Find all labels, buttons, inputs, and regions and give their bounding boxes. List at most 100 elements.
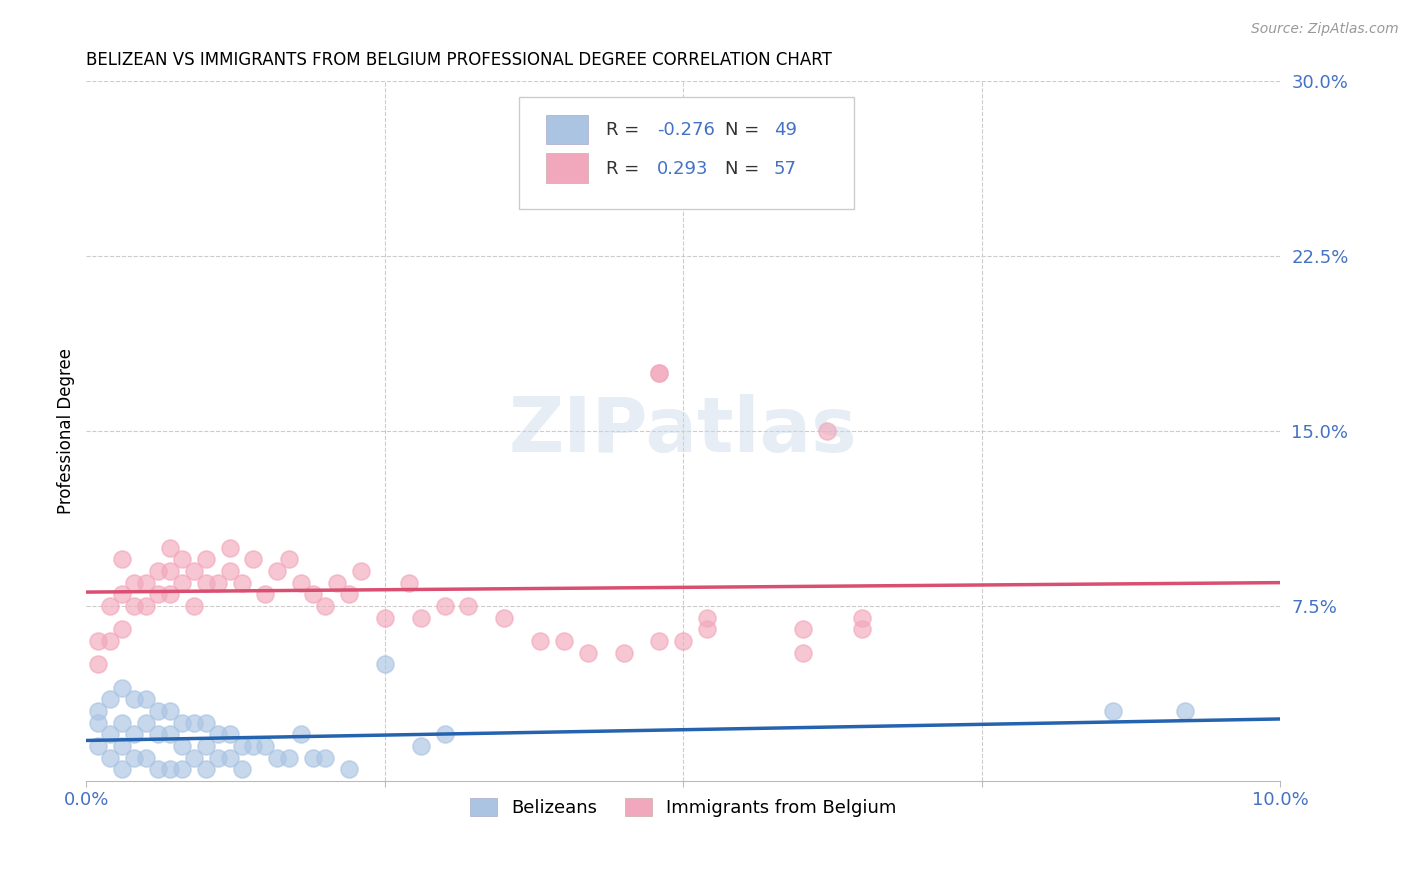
- Point: [183, 715, 205, 730]
- Point: [159, 704, 181, 718]
- Point: [135, 715, 157, 730]
- Point: [792, 646, 814, 660]
- Point: [207, 750, 229, 764]
- Point: [207, 575, 229, 590]
- Point: [254, 739, 277, 753]
- Point: [122, 599, 145, 613]
- Point: [433, 599, 456, 613]
- Point: [374, 657, 396, 672]
- Point: [135, 575, 157, 590]
- Point: [98, 599, 121, 613]
- Point: [218, 564, 240, 578]
- Point: [409, 739, 432, 753]
- Point: [135, 599, 157, 613]
- Point: [111, 681, 134, 695]
- Text: ZIPatlas: ZIPatlas: [509, 394, 858, 468]
- Point: [170, 762, 193, 776]
- Point: [648, 366, 671, 380]
- Point: [350, 564, 373, 578]
- Point: [87, 704, 110, 718]
- Point: [218, 727, 240, 741]
- Point: [98, 692, 121, 706]
- Point: [111, 552, 134, 566]
- Y-axis label: Professional Degree: Professional Degree: [58, 348, 75, 514]
- Text: 57: 57: [775, 160, 797, 178]
- Text: N =: N =: [725, 121, 765, 139]
- Point: [278, 750, 301, 764]
- Point: [146, 762, 169, 776]
- Point: [792, 623, 814, 637]
- Point: [159, 762, 181, 776]
- Point: [194, 552, 217, 566]
- Legend: Belizeans, Immigrants from Belgium: Belizeans, Immigrants from Belgium: [463, 790, 904, 824]
- Text: BELIZEAN VS IMMIGRANTS FROM BELGIUM PROFESSIONAL DEGREE CORRELATION CHART: BELIZEAN VS IMMIGRANTS FROM BELGIUM PROF…: [86, 51, 832, 69]
- Point: [290, 727, 312, 741]
- Point: [218, 750, 240, 764]
- Point: [231, 575, 253, 590]
- Point: [146, 727, 169, 741]
- Point: [851, 611, 873, 625]
- Point: [122, 727, 145, 741]
- Point: [613, 646, 636, 660]
- Point: [111, 623, 134, 637]
- Point: [254, 587, 277, 601]
- Point: [183, 599, 205, 613]
- Point: [194, 739, 217, 753]
- Point: [87, 739, 110, 753]
- Point: [87, 657, 110, 672]
- Text: R =: R =: [606, 121, 645, 139]
- Point: [218, 541, 240, 555]
- Point: [135, 750, 157, 764]
- Point: [170, 552, 193, 566]
- Point: [398, 575, 420, 590]
- FancyBboxPatch shape: [546, 115, 588, 145]
- Point: [170, 739, 193, 753]
- Point: [337, 587, 360, 601]
- Point: [576, 646, 599, 660]
- Point: [159, 727, 181, 741]
- Point: [98, 727, 121, 741]
- Point: [314, 599, 336, 613]
- Point: [207, 727, 229, 741]
- Point: [194, 762, 217, 776]
- Point: [98, 750, 121, 764]
- FancyBboxPatch shape: [519, 96, 853, 210]
- Point: [314, 750, 336, 764]
- Point: [648, 634, 671, 648]
- Text: N =: N =: [725, 160, 765, 178]
- Point: [159, 587, 181, 601]
- Point: [374, 611, 396, 625]
- Point: [146, 587, 169, 601]
- Point: [242, 552, 264, 566]
- Point: [122, 692, 145, 706]
- Point: [1174, 704, 1197, 718]
- Point: [122, 750, 145, 764]
- Point: [529, 634, 551, 648]
- Point: [231, 739, 253, 753]
- Point: [231, 762, 253, 776]
- Text: 0.293: 0.293: [657, 160, 709, 178]
- Point: [98, 634, 121, 648]
- Point: [553, 634, 575, 648]
- Point: [672, 634, 695, 648]
- Point: [266, 750, 288, 764]
- Point: [194, 715, 217, 730]
- Point: [696, 611, 718, 625]
- Text: 49: 49: [775, 121, 797, 139]
- Text: Source: ZipAtlas.com: Source: ZipAtlas.com: [1251, 22, 1399, 37]
- Point: [87, 634, 110, 648]
- Point: [290, 575, 312, 590]
- Point: [266, 564, 288, 578]
- Point: [302, 750, 325, 764]
- Point: [648, 366, 671, 380]
- Point: [278, 552, 301, 566]
- Text: R =: R =: [606, 160, 645, 178]
- Point: [111, 739, 134, 753]
- Point: [87, 715, 110, 730]
- Point: [194, 575, 217, 590]
- Point: [242, 739, 264, 753]
- Point: [696, 623, 718, 637]
- Point: [494, 611, 516, 625]
- Point: [135, 692, 157, 706]
- Point: [111, 587, 134, 601]
